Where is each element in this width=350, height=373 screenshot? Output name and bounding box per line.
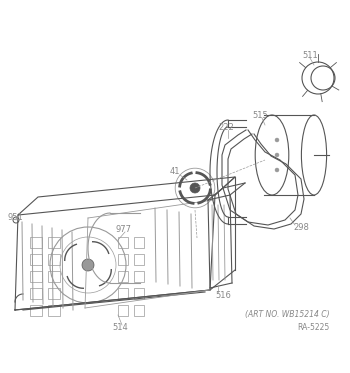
Bar (134, 254, 144, 265)
Bar (118, 271, 128, 282)
Text: 516: 516 (215, 291, 231, 300)
Bar (134, 288, 144, 299)
Bar (118, 237, 128, 248)
Bar (48, 305, 60, 316)
Bar (48, 254, 60, 265)
Text: 511: 511 (302, 50, 318, 60)
Bar (134, 271, 144, 282)
Circle shape (82, 259, 94, 271)
Bar (30, 254, 42, 265)
Bar (30, 271, 42, 282)
Text: 41: 41 (170, 167, 181, 176)
Bar (118, 305, 128, 316)
Text: 951: 951 (8, 213, 24, 222)
Text: 977: 977 (115, 226, 131, 235)
Bar (48, 237, 60, 248)
Circle shape (275, 138, 279, 142)
Bar (134, 237, 144, 248)
Text: (ART NO. WB15214 C): (ART NO. WB15214 C) (245, 310, 330, 320)
Text: 514: 514 (112, 323, 128, 332)
Text: 515: 515 (252, 110, 268, 119)
Text: 298: 298 (293, 223, 309, 232)
Bar (30, 237, 42, 248)
Text: RA-5225: RA-5225 (298, 323, 330, 332)
Text: 222: 222 (218, 123, 234, 132)
Circle shape (190, 183, 200, 193)
Bar (134, 305, 144, 316)
Bar (30, 288, 42, 299)
Bar (118, 288, 128, 299)
Circle shape (275, 168, 279, 172)
Bar (48, 271, 60, 282)
Bar (48, 288, 60, 299)
Bar (30, 305, 42, 316)
Circle shape (275, 153, 279, 157)
Bar (118, 254, 128, 265)
